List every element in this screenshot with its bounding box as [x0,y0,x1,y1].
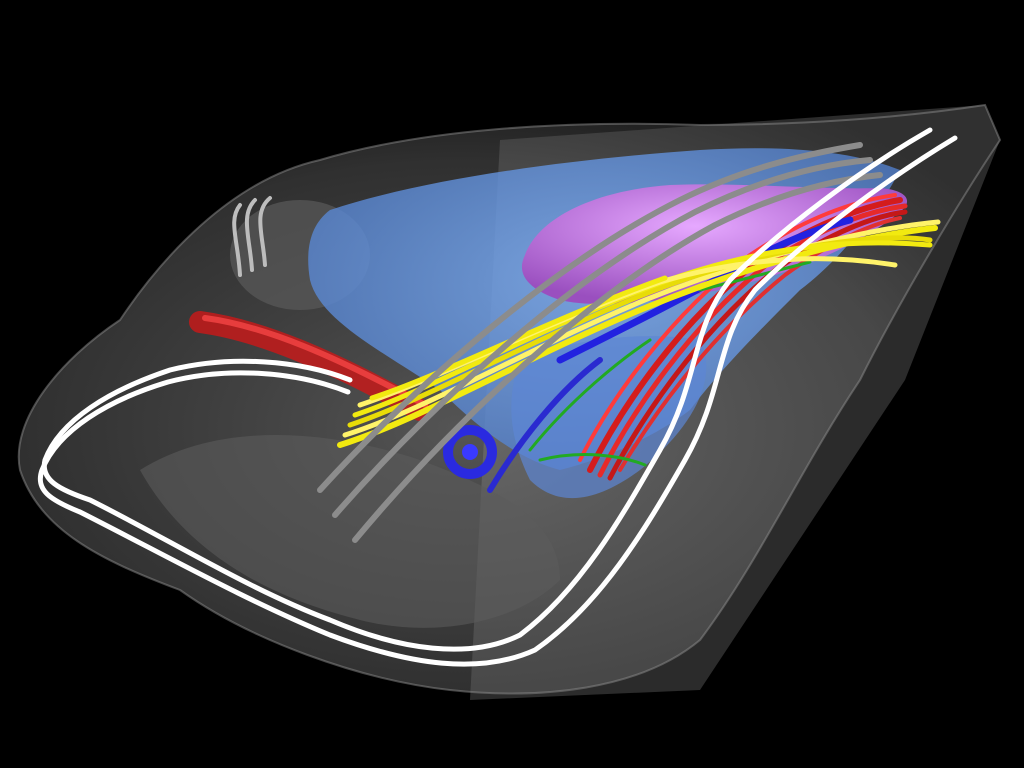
blue-ring-core [462,444,478,460]
green-fibers [528,260,812,467]
white-fibers [37,127,958,667]
blue-ring [443,425,497,479]
gray-curls [232,196,272,277]
gray-lower-mass [140,435,560,628]
purple-mass [521,184,908,305]
gray-fibers-diagonal [317,142,883,543]
